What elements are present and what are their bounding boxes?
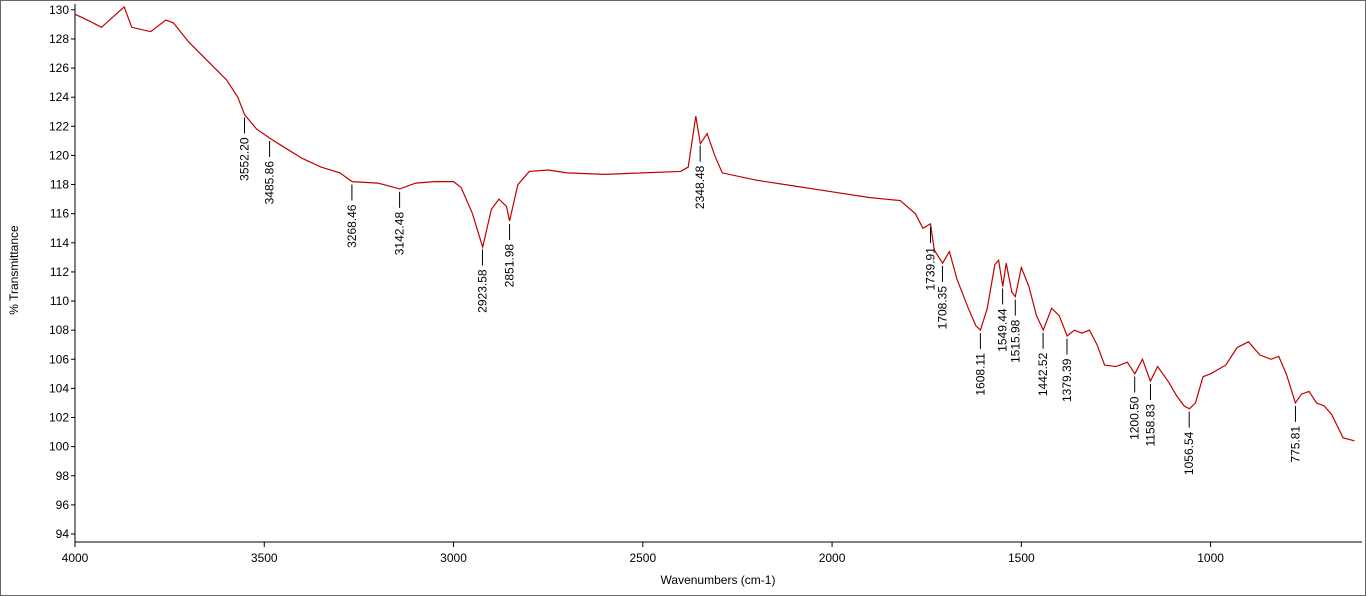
peak-label: 1608.11 (973, 353, 987, 396)
peak-label: 1379.39 (1060, 358, 1074, 402)
y-tick-label: 110 (50, 294, 69, 308)
y-axis-label: % Transmittance (7, 225, 21, 315)
y-tick-label: 98 (56, 469, 70, 483)
x-tick-label: 4000 (62, 551, 89, 565)
peak-label: 775.81 (1288, 426, 1302, 463)
y-tick-label: 96 (56, 498, 70, 512)
y-tick-label: 106 (49, 352, 69, 366)
peak-label: 1708.35 (935, 286, 949, 330)
peak-label: 2851.98 (503, 244, 517, 288)
peak-label: 3485.86 (263, 161, 277, 205)
x-axis-label: Wavenumbers (cm-1) (661, 573, 776, 587)
peak-label: 1200.50 (1128, 396, 1142, 440)
y-tick-label: 124 (49, 90, 69, 104)
x-tick-label: 3500 (251, 551, 278, 565)
peak-label: 1549.44 (996, 308, 1010, 352)
x-tick-label: 1000 (1197, 551, 1224, 565)
peak-label: 3142.48 (393, 212, 407, 256)
peak-label: 1056.54 (1182, 431, 1196, 475)
y-tick-label: 114 (50, 236, 69, 250)
x-tick-label: 2500 (629, 551, 656, 565)
y-tick-label: 112 (50, 265, 69, 279)
spectrum-line (74, 5, 1355, 442)
peak-label: 3268.46 (345, 204, 359, 248)
x-tick-label: 3000 (440, 551, 467, 565)
peak-label: 1739.91 (924, 247, 938, 291)
peak-label: 1515.98 (1008, 319, 1022, 363)
y-tick-label: 94 (56, 527, 70, 541)
x-tick-label: 2000 (819, 551, 846, 565)
x-tick-label: 1500 (1008, 551, 1035, 565)
y-tick-label: 126 (49, 61, 69, 75)
y-tick-label: 118 (50, 178, 69, 192)
peak-label: 1158.83 (1143, 404, 1157, 447)
peak-label: 2923.58 (475, 269, 489, 313)
y-tick-label: 100 (49, 440, 69, 454)
y-tick-label: 120 (49, 148, 69, 162)
y-tick-label: 104 (49, 381, 69, 395)
y-tick-label: 108 (49, 323, 69, 337)
peak-label: 1442.52 (1036, 352, 1050, 396)
y-tick-label: 116 (50, 207, 69, 221)
peak-label: 3552.20 (238, 137, 252, 181)
peak-label: 2348.48 (693, 165, 707, 209)
y-tick-label: 122 (49, 119, 69, 133)
y-tick-label: 102 (49, 411, 69, 425)
y-tick-label: 130 (49, 3, 69, 17)
y-tick-label: 128 (49, 32, 69, 46)
